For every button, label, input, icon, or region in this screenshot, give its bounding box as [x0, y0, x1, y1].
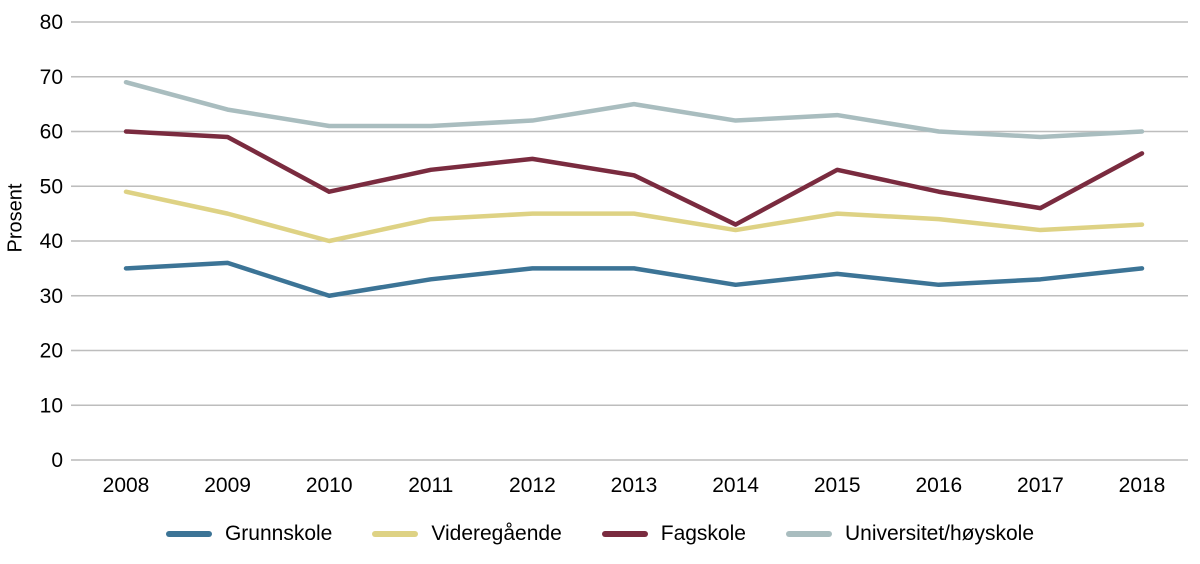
legend-swatch [165, 531, 212, 537]
x-tick-label: 2014 [712, 474, 759, 497]
legend-label: Videregående [431, 522, 562, 545]
x-tick-label: 2008 [103, 474, 150, 497]
x-tick-label: 2009 [204, 474, 251, 497]
series-line-Videregående [123, 189, 1145, 244]
x-tick-label: 2013 [611, 474, 658, 497]
series-line-Universitet/høyskole [123, 79, 1145, 140]
x-tick-label: 2011 [408, 474, 453, 497]
y-tick-label: 20 [40, 340, 63, 363]
y-tick-label: 40 [40, 230, 63, 253]
legend-label: Fagskole [660, 522, 746, 545]
x-tick-label: 2015 [814, 474, 861, 497]
series-line-Grunnskole [123, 260, 1145, 298]
legend: Grunnskole Videregående Fagskole Universite… [0, 522, 1200, 546]
y-tick-label: 80 [40, 11, 63, 34]
x-tick-label: 2016 [915, 474, 962, 497]
legend-swatch [785, 531, 832, 537]
y-tick-label: 50 [40, 175, 63, 198]
legend-label: Universitet/høyskole [844, 522, 1035, 545]
legend-swatch [601, 531, 648, 537]
x-tick-label: 2017 [1017, 474, 1064, 497]
legend-item: Fagskole [601, 522, 746, 546]
y-tick-label: 0 [51, 449, 63, 472]
y-tick-label: 60 [40, 121, 63, 144]
legend-item: Videregående [372, 522, 562, 546]
legend-item: Grunnskole [165, 522, 333, 546]
x-tick-label: 2012 [509, 474, 556, 497]
y-tick-label: 70 [40, 66, 63, 89]
y-tick-label: 10 [40, 394, 63, 417]
legend-swatch [372, 531, 419, 537]
x-tick-label: 2018 [1119, 474, 1166, 497]
x-tick-label: 2010 [306, 474, 353, 497]
series-line-Fagskole [123, 129, 1145, 227]
legend-label: Grunnskole [224, 522, 333, 545]
legend-item: Universitet/høyskole [785, 522, 1035, 546]
y-tick-label: 30 [40, 285, 63, 308]
